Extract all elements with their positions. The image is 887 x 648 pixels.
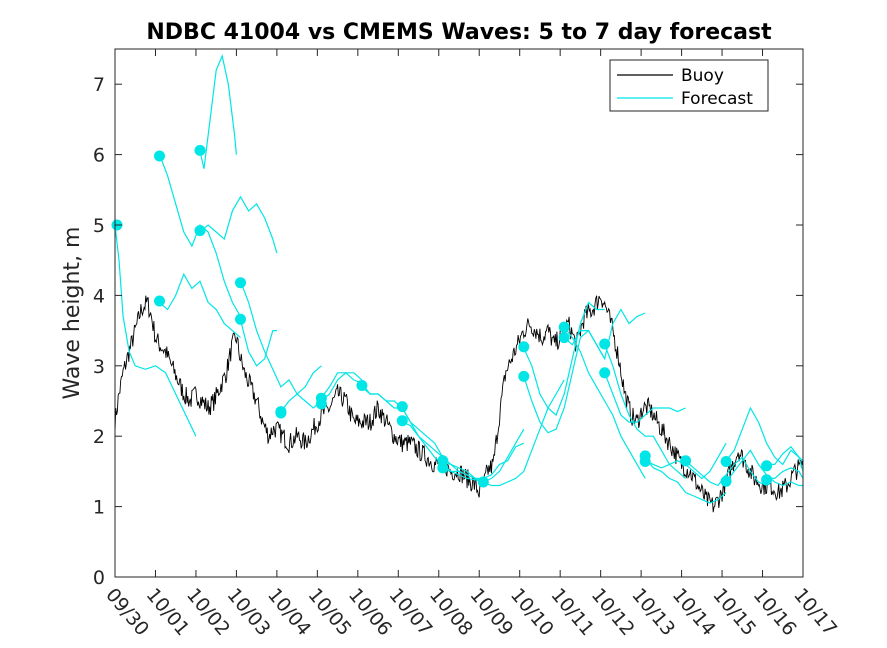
forecast-line-19 [604, 344, 686, 479]
y-tick-label-2: 2 [93, 426, 105, 448]
forecast-start-marker-11 [356, 380, 368, 391]
y-axis-label: Wave height, m [60, 227, 85, 400]
axes [114, 48, 804, 578]
forecast-line-15 [523, 301, 605, 417]
forecast-start-marker-18 [518, 370, 530, 382]
forecast-start-marker-13 [396, 415, 408, 427]
forecast-start-marker-22 [599, 367, 611, 379]
buoy-line [114, 295, 804, 513]
y-tick-label-7: 7 [93, 74, 105, 96]
forecast-line-3 [199, 54, 237, 169]
forecast-start-marker-6 [235, 313, 246, 325]
y-tick-label-5: 5 [93, 215, 105, 237]
forecast-start-marker-27 [720, 475, 732, 487]
buoy-series [114, 295, 804, 513]
forecast-line-23 [685, 456, 767, 487]
forecast-line-0 [114, 224, 197, 437]
forecast-line-24 [725, 406, 804, 466]
forecast-start-markers [111, 144, 773, 488]
legend-box [609, 59, 769, 112]
forecast-start-marker-3 [194, 144, 206, 156]
chart-title: NDBC 41004 vs CMEMS Waves: 5 to 7 day fo… [146, 20, 772, 45]
forecast-line-20 [604, 372, 686, 423]
forecast-start-marker-29 [761, 474, 773, 486]
forecast-start-marker-8 [275, 407, 287, 419]
y-tick-label-1: 1 [93, 497, 105, 519]
forecast-line-14 [483, 379, 565, 487]
plot-area [115, 49, 803, 577]
forecast-start-marker-15 [437, 462, 449, 474]
y-tick-label-4: 4 [93, 285, 105, 307]
forecast-line-5 [239, 281, 322, 395]
forecast-start-marker-17 [518, 341, 530, 353]
forecast-start-marker-21 [599, 338, 611, 350]
forecast-start-marker-10 [315, 398, 327, 410]
y-tick-label-6: 6 [93, 145, 105, 167]
forecast-start-marker-19 [558, 321, 570, 333]
legend: Buoy Forecast [609, 59, 769, 112]
forecast-line-27 [766, 467, 804, 479]
y-tick-labels: 0 1 2 3 4 5 6 7 [93, 74, 105, 589]
forecast-line-2 [159, 272, 241, 339]
forecast-line-1 [158, 154, 242, 317]
forecast-start-marker-16 [477, 476, 489, 488]
y-tick-label-3: 3 [93, 356, 105, 378]
forecast-start-marker-4 [194, 225, 206, 237]
forecast-start-marker-24 [639, 456, 651, 467]
forecast-line-6 [239, 319, 277, 367]
forecast-line-21 [644, 456, 727, 504]
forecast-start-marker-28 [761, 460, 773, 472]
forecast-start-marker-20 [558, 332, 570, 344]
legend-forecast-label: Forecast [681, 89, 753, 109]
forecast-start-marker-25 [680, 455, 692, 467]
forecast-start-marker-12 [396, 401, 408, 413]
forecast-start-marker-5 [235, 277, 246, 289]
legend-buoy-label: Buoy [681, 66, 724, 86]
forecast-start-marker-1 [154, 150, 165, 162]
axes-box [114, 48, 804, 578]
forecast-line-17 [563, 326, 646, 479]
forecast-start-marker-26 [720, 456, 732, 467]
forecast-line-4 [199, 195, 278, 254]
y-tick-label-0: 0 [93, 567, 105, 589]
forecast-start-marker-2 [154, 295, 165, 307]
forecast-line-18 [563, 308, 646, 361]
forecast-line-26 [766, 445, 804, 472]
